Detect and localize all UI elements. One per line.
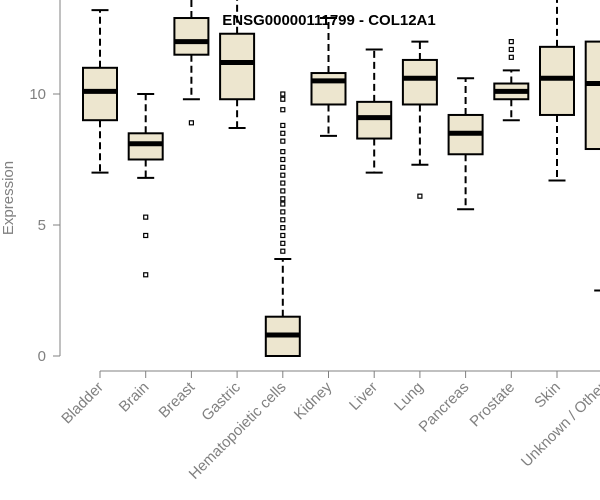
outlier-point (508, 38, 514, 45)
outlier-point (280, 156, 286, 163)
outlier-point (280, 201, 286, 207)
x-tick-label: Pancreas (416, 379, 473, 436)
outlier-point (143, 214, 149, 220)
outlier-point (280, 232, 286, 239)
outlier-point (280, 180, 286, 186)
outlier-point (280, 225, 286, 231)
outlier-point (188, 120, 194, 126)
outlier-point (280, 96, 286, 102)
outlier-point (417, 193, 423, 199)
box-iqr (127, 132, 164, 161)
x-tick-label: Lung (391, 379, 427, 415)
outlier-point (280, 138, 286, 144)
x-tick-label: Kidney (291, 378, 336, 423)
outlier-point (508, 46, 514, 53)
box-liver (356, 48, 393, 174)
y-axis: 051015 (29, 0, 61, 365)
outlier-point (280, 217, 286, 223)
box-iqr (173, 17, 210, 56)
outlier-point (280, 149, 286, 155)
outlier-point (280, 240, 286, 246)
box-iqr (584, 40, 600, 151)
outlier-point (143, 232, 149, 239)
box-iqr (539, 45, 575, 116)
x-tick-label: Skin (531, 379, 564, 412)
outlier-point (280, 130, 286, 136)
outlier-point (508, 54, 514, 60)
outlier-point (280, 248, 286, 254)
box-iqr (356, 100, 393, 140)
box-kidney (310, 17, 347, 137)
outlier-point (280, 91, 286, 97)
outlier-point (280, 122, 286, 129)
outlier-point (280, 209, 286, 215)
y-axis-label: Expression (0, 161, 17, 235)
y-tick-label: 0 (38, 348, 46, 365)
box-prostate (493, 38, 530, 122)
box-lung (401, 40, 438, 199)
outlier-point (143, 272, 149, 278)
chart-title: ENSG00000111799 - COL12A1 (222, 12, 435, 29)
outlier-point (280, 188, 286, 194)
y-tick-label: 10 (29, 86, 46, 103)
box-iqr (219, 32, 256, 101)
x-tick-label: Liver (346, 379, 381, 414)
outlier-point (280, 196, 286, 202)
box-iqr (310, 72, 347, 106)
x-tick-label: Breast (156, 378, 199, 421)
y-tick-label: 5 (38, 217, 46, 234)
box-breast (173, 0, 210, 126)
boxes (82, 0, 600, 358)
box-gastric (219, 0, 256, 130)
box-iqr (82, 66, 118, 122)
x-tick-label: Brain (116, 379, 153, 416)
x-tick-label: Prostate (467, 379, 519, 431)
box-iqr (401, 58, 438, 106)
x-tick-label: Bladder (58, 379, 107, 428)
x-tick-label: Gastric (198, 378, 244, 424)
box-unknown-other (584, 40, 600, 292)
outlier-point (280, 164, 286, 170)
box-skin (539, 0, 575, 182)
box-bladder (82, 9, 118, 174)
box-brain (127, 93, 164, 278)
box-pancreas (447, 77, 484, 211)
box-hematopoietic-cells (264, 91, 301, 358)
outlier-point (280, 107, 286, 113)
outlier-point (280, 172, 286, 178)
